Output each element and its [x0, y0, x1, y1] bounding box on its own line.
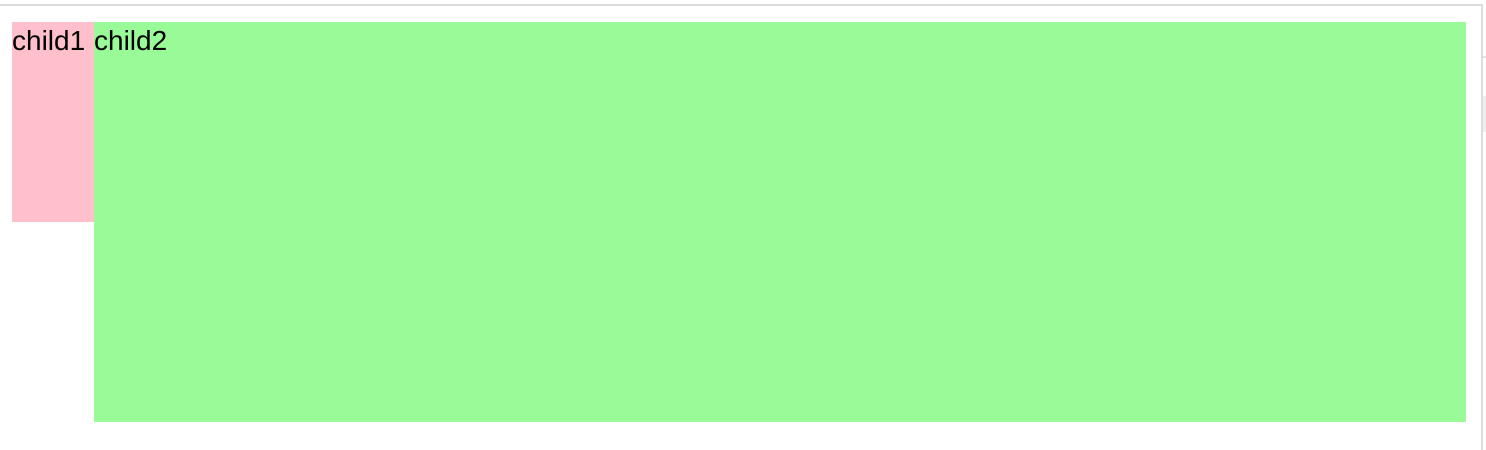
flex-container: child1 child2	[12, 22, 1466, 422]
right-border	[1481, 4, 1483, 450]
top-border	[0, 4, 1482, 6]
scrollbar-mark	[1483, 56, 1486, 58]
child1-box: child1	[12, 22, 94, 222]
child2-box: child2	[94, 22, 1466, 422]
scrollbar-thumb[interactable]	[1483, 96, 1486, 132]
scrollbar[interactable]	[1483, 56, 1486, 132]
